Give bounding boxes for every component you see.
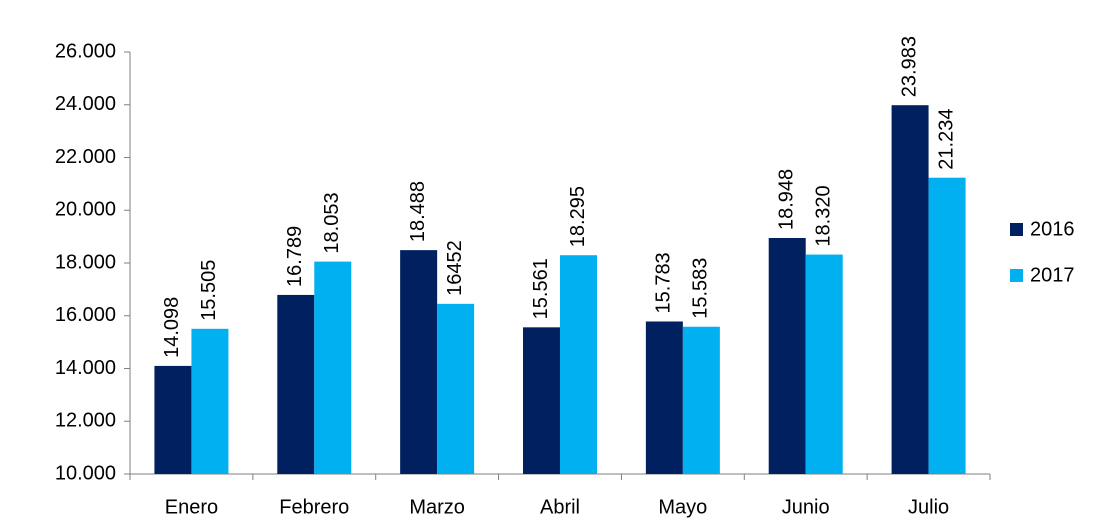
bar <box>768 237 806 474</box>
data-label: 18.488 <box>407 181 429 242</box>
bar <box>523 327 560 474</box>
bar <box>437 303 475 474</box>
y-tick-label: 20.000 <box>55 199 116 221</box>
bar <box>891 105 929 475</box>
data-label: 18.053 <box>321 192 343 253</box>
y-tick-label: 24.000 <box>55 93 116 115</box>
bar <box>805 254 843 474</box>
y-tick-label: 26.000 <box>55 40 116 62</box>
data-label: 15.783 <box>653 252 675 313</box>
bar <box>928 177 966 474</box>
y-tick-label: 14.000 <box>55 357 116 379</box>
data-label: 15.505 <box>198 260 220 321</box>
bar <box>154 365 192 474</box>
y-tick-label: 10.000 <box>55 462 116 484</box>
x-tick-label: Abril <box>540 496 580 518</box>
x-tick-label: Marzo <box>409 496 465 518</box>
bar <box>277 294 315 474</box>
data-label: 21.234 <box>935 109 957 170</box>
bar <box>191 328 229 474</box>
data-label: 18.295 <box>567 186 589 247</box>
legend-label: 2017 <box>1030 264 1075 286</box>
y-tick-label: 22.000 <box>55 146 116 168</box>
data-label: 14.098 <box>161 297 183 358</box>
legend-label: 2016 <box>1030 218 1075 240</box>
bar <box>560 255 597 474</box>
y-tick-label: 16.000 <box>55 304 116 326</box>
data-label: 15.561 <box>530 258 552 319</box>
legend-swatch <box>1010 223 1023 236</box>
data-label: 15.583 <box>690 258 712 319</box>
x-tick-label: Mayo <box>658 496 707 518</box>
bar <box>314 261 352 474</box>
y-tick-label: 18.000 <box>55 251 116 273</box>
data-label: 18.948 <box>775 169 797 230</box>
bar <box>400 250 438 474</box>
data-label: 16.789 <box>284 226 306 287</box>
data-label: 16452 <box>444 240 466 296</box>
legend-swatch <box>1010 269 1023 282</box>
y-tick-label: 12.000 <box>55 410 116 432</box>
x-tick-label: Enero <box>165 496 218 518</box>
bar <box>682 326 720 474</box>
x-tick-label: Junio <box>782 496 830 518</box>
x-tick-label: Julio <box>908 496 949 518</box>
x-tick-label: Febrero <box>279 496 349 518</box>
data-label: 18.320 <box>812 185 834 246</box>
data-label: 23.983 <box>898 36 920 97</box>
bar <box>645 321 683 474</box>
